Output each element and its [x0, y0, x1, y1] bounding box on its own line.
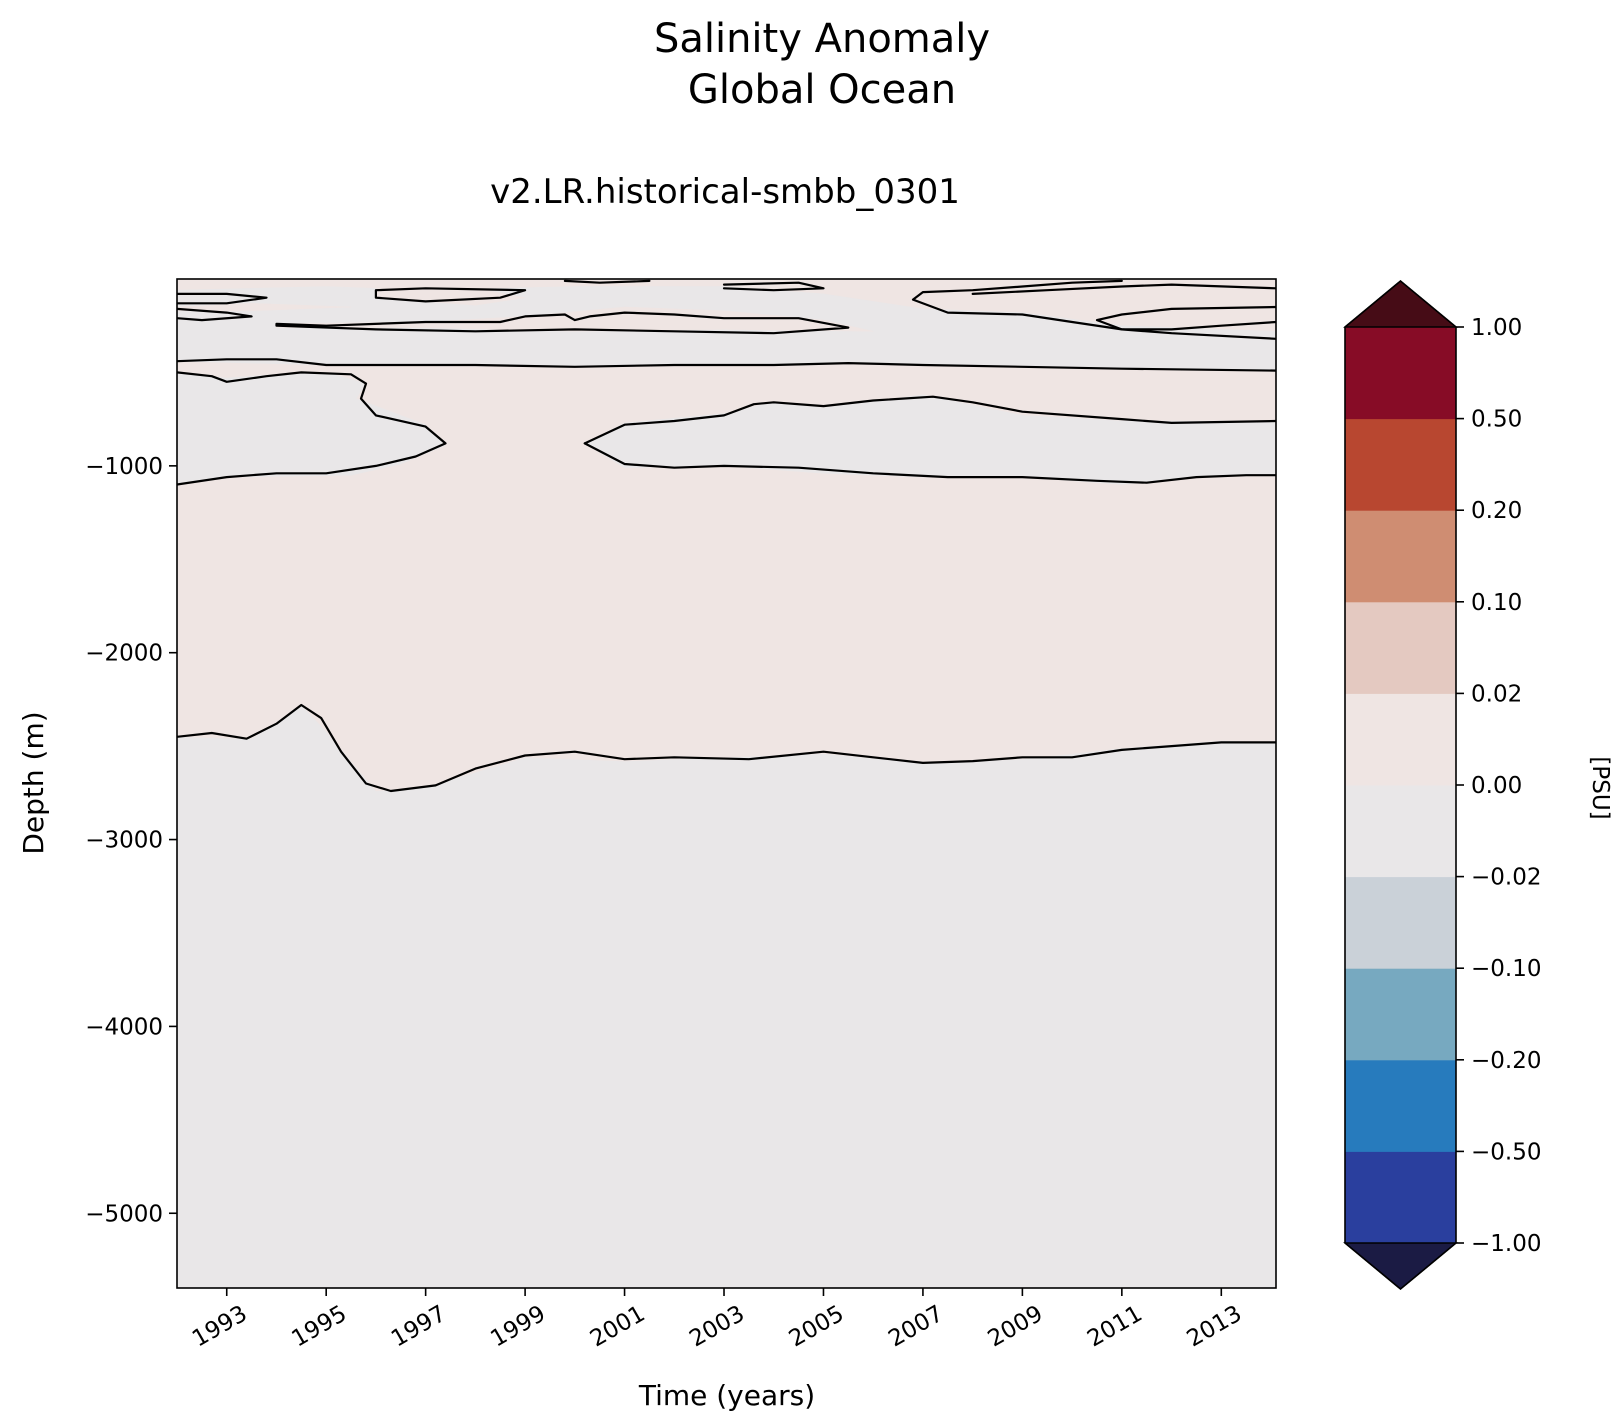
contour-line-11	[722, 281, 825, 292]
y-tick-label: −1000	[85, 454, 163, 480]
colorbar: −1.00 −0.50 −0.20 −0.10 −0.02 0.00 0.02 0.10 0.2…	[1343, 279, 1541, 1291]
contour-line-3	[583, 442, 1276, 484]
colorbar-tick-label: −0.20	[1471, 1048, 1541, 1074]
colorbar-segment	[1345, 785, 1456, 878]
x-tick-label: 1999	[486, 1301, 550, 1353]
colorbar-tick-label: 0.10	[1471, 590, 1522, 616]
contour-line-6	[275, 311, 850, 335]
colorbar-tick-label: −0.10	[1471, 956, 1541, 982]
colorbar-segment	[1345, 327, 1456, 420]
contour-line-7	[1095, 305, 1276, 331]
x-tick-label: 2013	[1183, 1301, 1247, 1353]
colorbar-tick-label: 0.20	[1471, 498, 1522, 524]
x-tick-label: 2011	[1083, 1301, 1147, 1353]
anomaly-region-positive-5	[1146, 306, 1276, 323]
contour-line-2	[583, 395, 1276, 445]
x-tick-label: 1993	[188, 1301, 252, 1353]
colorbar-extend-low	[1343, 1242, 1458, 1290]
chart-title-line-2: Global Ocean	[688, 67, 956, 113]
colorbar-tick-label: 1.00	[1471, 315, 1522, 341]
y-tick-label: −4000	[85, 1014, 163, 1040]
anomaly-regions	[177, 279, 1276, 792]
colorbar-tick-label: −0.50	[1471, 1139, 1541, 1165]
contour-line-9	[177, 307, 253, 322]
colorbar-tick-label: 0.50	[1471, 407, 1522, 433]
contour-line-1	[177, 371, 447, 486]
x-tick-label: 1995	[287, 1301, 351, 1353]
contour-line-4	[177, 358, 1276, 372]
colorbar-tick-label: 0.00	[1471, 773, 1522, 799]
colorbar-tick-label: −1.00	[1471, 1231, 1541, 1257]
colorbar-segment	[1345, 876, 1456, 969]
colorbar-segment	[1345, 510, 1456, 603]
y-tick-label: −3000	[85, 828, 163, 854]
contour-lines	[177, 279, 1276, 793]
colorbar-tick-label: −0.02	[1471, 865, 1541, 891]
colorbar-segment	[1345, 418, 1456, 511]
x-tick-label: 2005	[785, 1301, 849, 1353]
colorbar-tick-label: 0.02	[1471, 681, 1522, 707]
colorbar-segment	[1345, 1151, 1456, 1244]
y-tick-label: −2000	[85, 641, 163, 667]
x-tick-label: 2009	[984, 1301, 1048, 1353]
plot-frame	[176, 278, 1277, 1289]
colorbar-segment	[1345, 693, 1456, 786]
y-axis-label: Depth (m)	[17, 711, 50, 854]
y-axis-ticks: −1000 −2000 −3000 −4000 −5000	[85, 454, 177, 1227]
x-tick-label: 2003	[685, 1301, 749, 1353]
chart-subtitle: v2.LR.historical-smbb_0301	[490, 172, 960, 212]
colorbar-label: [PSU]	[1587, 756, 1612, 819]
contour-line-12	[563, 279, 651, 284]
colorbar-segment	[1345, 968, 1456, 1061]
chart-title-line-1: Salinity Anomaly	[654, 16, 990, 62]
colorbar-segment	[1345, 1059, 1456, 1152]
contour-line-0	[177, 703, 1276, 793]
colorbar-segment	[1345, 601, 1456, 694]
contour-line-13	[971, 283, 1276, 295]
anomaly-region-positive-7	[1022, 288, 1276, 304]
x-tick-label: 2007	[884, 1301, 948, 1353]
contour-line-10	[374, 287, 527, 303]
x-axis-ticks: 1993 1995 1997 1999 2001 2003 2005 2007 2009 2011…	[188, 1288, 1246, 1352]
x-axis-label: Time (years)	[638, 1379, 815, 1412]
y-tick-label: −5000	[85, 1201, 163, 1227]
x-tick-label: 1997	[387, 1301, 451, 1353]
plot-area	[176, 278, 1277, 1289]
colorbar-extend-high	[1343, 280, 1458, 328]
contour-line-8	[177, 292, 268, 305]
anomaly-region-positive-8	[177, 303, 352, 312]
x-tick-label: 2001	[586, 1301, 650, 1353]
